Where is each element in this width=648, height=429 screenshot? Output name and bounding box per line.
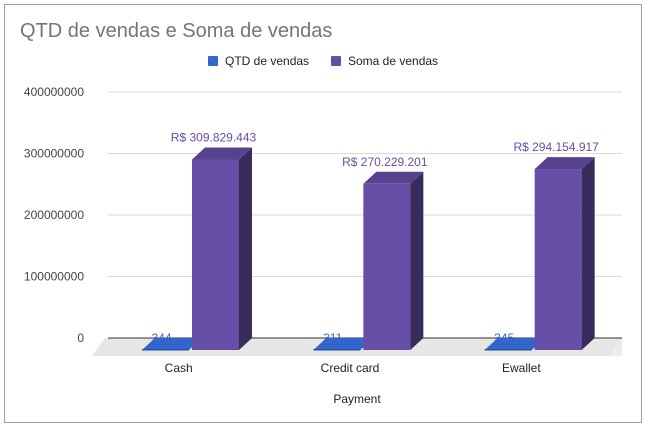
y-tick-label: 0 bbox=[77, 331, 84, 345]
data-label-series-2: R$ 270.229.201 bbox=[342, 155, 428, 169]
data-label-series-1: 345 bbox=[494, 331, 514, 345]
x-axis-title: Payment bbox=[333, 392, 381, 406]
x-tick-label: Ewallet bbox=[502, 361, 541, 375]
data-label-series-1: 344 bbox=[151, 331, 171, 345]
bar-series-1 bbox=[142, 349, 189, 351]
data-label-series-2: R$ 309.829.443 bbox=[171, 130, 257, 144]
bar-series-1-top bbox=[142, 338, 202, 350]
x-tick-label: Credit card bbox=[321, 361, 380, 375]
bar-series-2-top bbox=[363, 171, 424, 184]
bar-series-2-side bbox=[410, 171, 424, 350]
bar-series-1-top bbox=[484, 338, 545, 350]
data-label-series-1: 311 bbox=[323, 331, 342, 345]
y-tick-label: 400000000 bbox=[24, 85, 84, 99]
legend-label-series-1: QTD de vendas bbox=[225, 54, 310, 68]
bar-series-2-top bbox=[534, 157, 595, 170]
x-tick-label: Cash bbox=[165, 361, 193, 375]
y-tick-label: 100000000 bbox=[24, 270, 84, 284]
bar-series-2-side bbox=[581, 157, 595, 350]
legend-swatch-series-1 bbox=[208, 56, 218, 66]
data-label-series-2: R$ 294.154.917 bbox=[513, 140, 599, 154]
bar-series-2 bbox=[363, 183, 411, 350]
bar-series-1-top bbox=[313, 338, 374, 350]
bar-series-2-top bbox=[192, 147, 252, 160]
bar-series-1 bbox=[313, 349, 361, 351]
chart-title: QTD de vendas e Soma de vendas bbox=[20, 20, 333, 42]
bar-series-2 bbox=[192, 159, 239, 350]
y-tick-label: 200000000 bbox=[24, 208, 84, 222]
y-tick-label: 300000000 bbox=[24, 147, 84, 161]
bar-series-1 bbox=[484, 349, 532, 351]
chart-legend: QTD de vendas Soma de vendas bbox=[0, 54, 648, 72]
legend-item-series-2[interactable]: Soma de vendas bbox=[331, 54, 438, 68]
bar-series-2 bbox=[534, 169, 582, 350]
bar-series-2-side bbox=[239, 147, 252, 350]
legend-label-series-2: Soma de vendas bbox=[348, 54, 439, 68]
legend-item-series-1[interactable]: QTD de vendas bbox=[208, 54, 309, 68]
legend-swatch-series-2 bbox=[331, 56, 341, 66]
